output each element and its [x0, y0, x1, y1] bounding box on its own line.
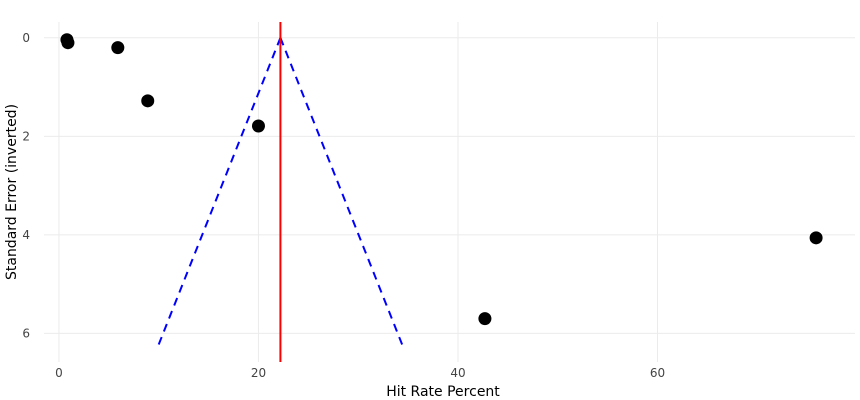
x-tick-label: 20	[251, 366, 266, 380]
data-point	[141, 94, 155, 108]
x-tick-label: 40	[450, 366, 465, 380]
y-axis-ticks: 0 2 4 6	[22, 31, 30, 341]
y-tick-label: 6	[22, 326, 30, 340]
y-tick-label: 2	[22, 129, 30, 143]
plot-marks	[60, 22, 823, 362]
funnel-right-line	[279, 37, 405, 349]
funnel-left-line	[156, 37, 282, 349]
data-point	[111, 41, 125, 55]
x-tick-label: 60	[650, 366, 665, 380]
data-point	[809, 231, 823, 245]
x-axis-title: Hit Rate Percent	[386, 384, 500, 400]
data-point	[251, 119, 265, 133]
gridlines	[44, 22, 855, 362]
data-point	[61, 36, 75, 50]
y-axis-title: Standard Error (inverted)	[4, 104, 20, 280]
data-point	[478, 312, 492, 326]
x-tick-label: 0	[55, 366, 63, 380]
y-tick-label: 0	[22, 31, 30, 45]
y-tick-label: 4	[22, 228, 30, 242]
x-axis-ticks: 0 20 40 60	[55, 366, 665, 380]
